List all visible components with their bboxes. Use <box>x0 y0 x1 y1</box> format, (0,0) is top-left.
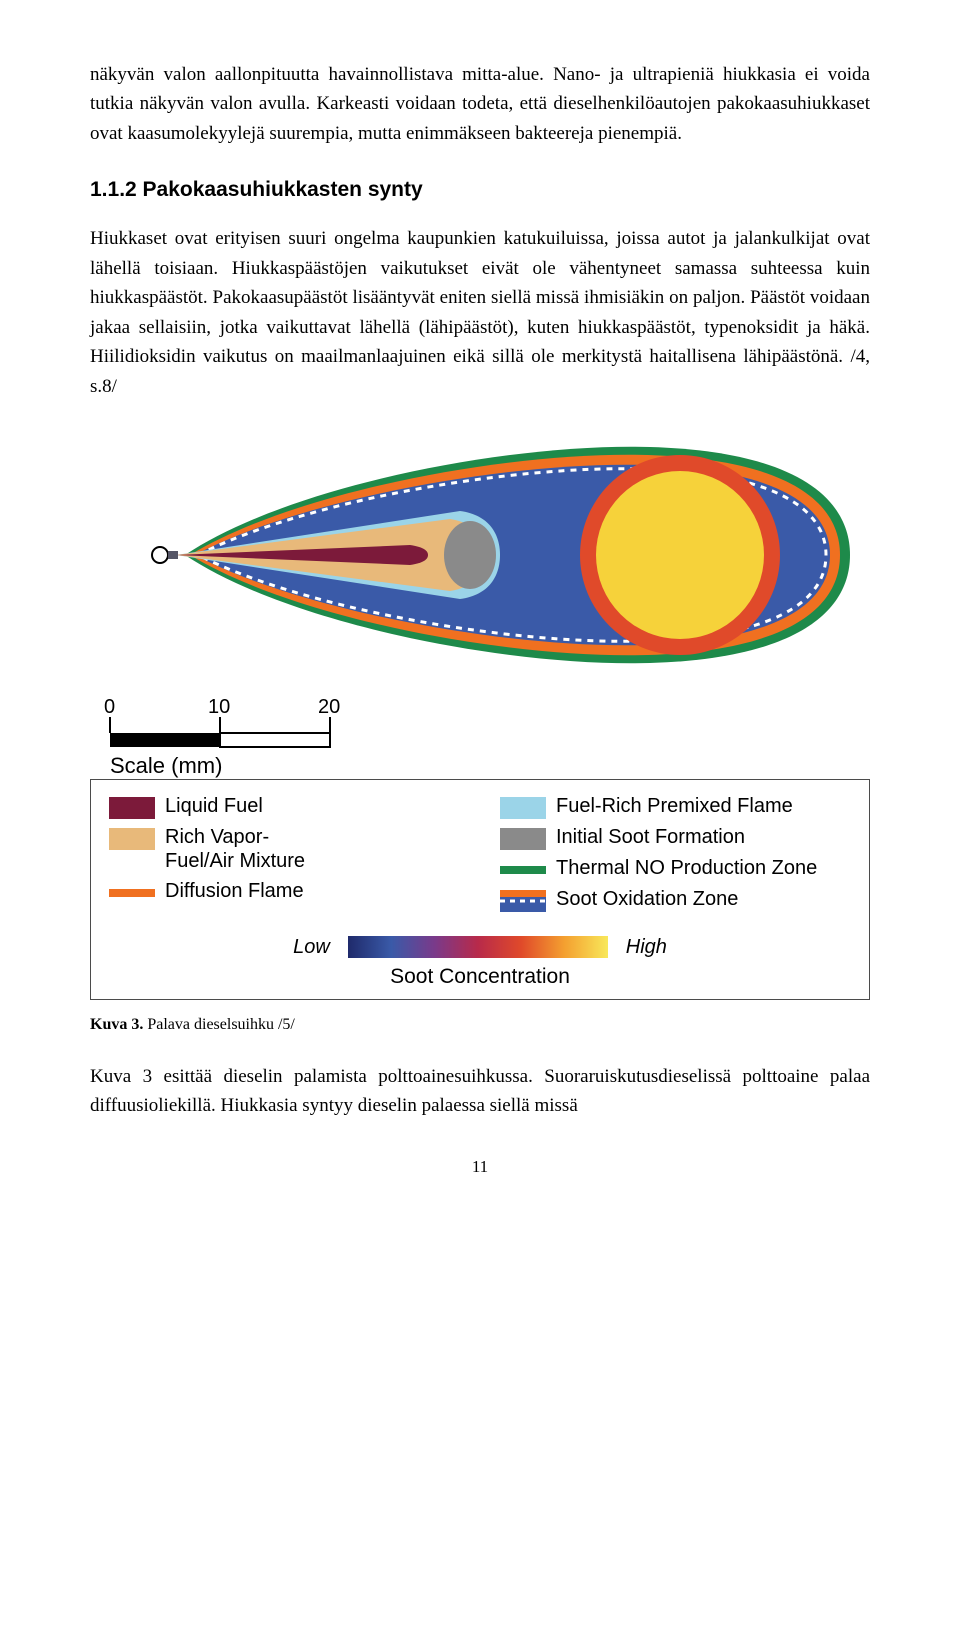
legend-box: Liquid Fuel Rich Vapor- Fuel/Air Mixture… <box>90 779 870 1000</box>
legend-item-liquid-fuel: Liquid Fuel <box>109 794 460 819</box>
figure-diesel-flame: 0 10 20 Scale (mm) Liquid Fuel Rich <box>90 425 870 1000</box>
flame-diagram-svg <box>90 425 870 685</box>
paragraph-after-figure: Kuva 3 esittää dieselin palamista poltto… <box>90 1062 870 1121</box>
soot-concentration-title: Soot Concentration <box>109 965 851 989</box>
legend-col-left: Liquid Fuel Rich Vapor- Fuel/Air Mixture… <box>109 794 460 918</box>
figure-caption: Kuva 3. Palava dieselsuihku /5/ <box>90 1016 870 1034</box>
legend-item-no-zone: Thermal NO Production Zone <box>500 856 851 881</box>
legend-item-rich-vapor: Rich Vapor- Fuel/Air Mixture <box>109 825 460 873</box>
legend-item-premixed-flame: Fuel-Rich Premixed Flame <box>500 794 851 819</box>
scale-tick-10: 10 <box>208 699 230 718</box>
scale-label: Scale (mm) <box>110 753 222 778</box>
paragraph-body: Hiukkaset ovat erityisen suuri ongelma k… <box>90 224 870 401</box>
gradient-high-label: High <box>626 936 667 959</box>
page-number: 11 <box>90 1157 870 1177</box>
gradient-low-label: Low <box>293 936 330 959</box>
legend-col-right: Fuel-Rich Premixed Flame Initial Soot Fo… <box>500 794 851 918</box>
legend-item-soot-oxidation: Soot Oxidation Zone <box>500 887 851 912</box>
scale-tick-0: 0 <box>104 699 115 718</box>
legend-item-initial-soot: Initial Soot Formation <box>500 825 851 850</box>
paragraph-intro: näkyvän valon aallonpituutta havainnolli… <box>90 60 870 148</box>
soot-gradient-row: Low High <box>109 936 851 959</box>
gradient-bar <box>348 936 608 958</box>
scale-tick-20: 20 <box>318 699 340 718</box>
scale-bar: 0 10 20 Scale (mm) <box>90 699 870 779</box>
legend-item-diffusion-flame: Diffusion Flame <box>109 879 460 904</box>
section-heading: 1.1.2 Pakokaasuhiukkasten synty <box>90 178 870 202</box>
